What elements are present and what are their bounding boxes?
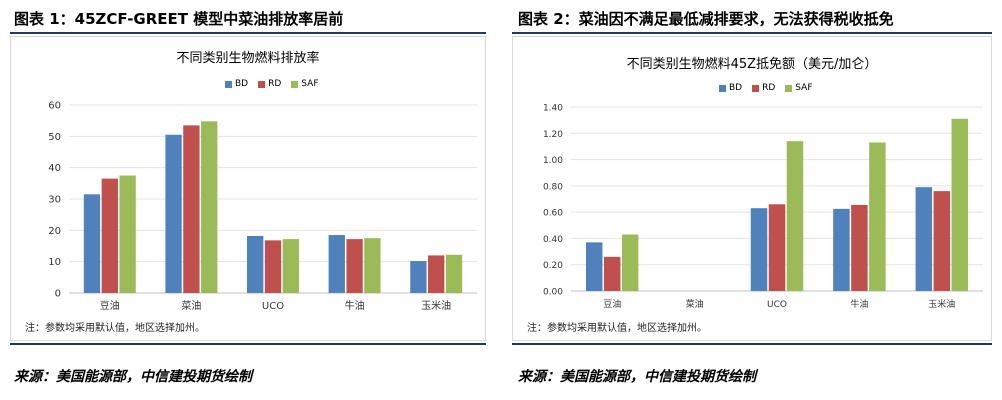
y-tick-label: 0	[55, 289, 61, 300]
y-tick-label: 0.40	[543, 235, 563, 245]
legend-item-rd: RD	[258, 79, 281, 89]
figure-2-source: 来源：美国能源部，中信建投期货绘制	[518, 369, 756, 385]
bar-saf	[364, 238, 381, 293]
x-tick-label: 牛油	[345, 299, 365, 312]
legend-swatch-bd	[225, 80, 232, 88]
chart-2-plot: 0.00 0.20 0.40 0.60 0.80 1.00 1.20 1.40 豆油 菜油 UCO 牛…	[543, 104, 983, 310]
y-tick-label: 1.20	[543, 130, 563, 140]
y-tick-label: 60	[48, 101, 61, 112]
bar-bd	[247, 235, 264, 293]
bar-rd	[183, 125, 200, 293]
legend-label-saf: SAF	[301, 79, 319, 89]
y-tick-label: 1.00	[543, 156, 563, 166]
figure-1-top-rule	[10, 32, 486, 34]
chart-panel-2: 不同类别生物燃料45Z抵免额（美元/加仑） BD RD SAF 0.00 0.20…	[512, 36, 992, 341]
bar-rd	[768, 204, 786, 291]
bar-saf	[201, 121, 218, 293]
chart-1-title: 不同类别生物燃料排放率	[176, 51, 320, 66]
x-tick-label: UCO	[767, 300, 787, 310]
chart-2-title: 不同类别生物燃料45Z抵免额（美元/加仑）	[626, 57, 878, 72]
x-tick-label: 牛油	[850, 298, 868, 310]
legend-swatch-rd	[752, 84, 760, 92]
figure-2-bottom-rule	[512, 343, 992, 345]
legend-label-rd: RD	[268, 79, 282, 89]
bar-bd	[410, 261, 427, 293]
bar-saf	[119, 175, 136, 293]
bar-saf	[951, 118, 969, 291]
figure-2-title: 图表 2：菜油因不满足最低减排要求，无法获得税收抵免	[518, 10, 894, 28]
legend-swatch-rd	[258, 80, 266, 88]
figure-1-bottom-rule	[10, 343, 486, 345]
y-tick-label: 20	[48, 226, 61, 237]
bar-bd	[750, 208, 768, 291]
legend-item-saf: SAF	[785, 83, 813, 93]
legend-item-saf: SAF	[291, 79, 319, 89]
legend-item-rd: RD	[752, 83, 775, 93]
y-tick-label: 40	[48, 163, 61, 174]
x-tick-label: 菜油	[181, 299, 201, 312]
bar-bd	[833, 208, 850, 291]
chart-1-plot: 0 10 20 30 40 50 60 豆油 菜油 UCO 牛油 玉米油	[48, 101, 477, 312]
x-tick-label: 豆油	[100, 299, 120, 312]
chart-1-note: 注：参数均采用默认值，地区选择加州。	[25, 323, 205, 334]
y-tick-label: 1.40	[543, 104, 563, 114]
legend-swatch-saf	[785, 84, 793, 92]
chart-panel-1: 不同类别生物燃料排放率 BD RD SAF 0 10 20 30 40 50 60 豆油 菜油 U…	[10, 36, 486, 341]
y-tick-label: 30	[48, 195, 61, 206]
bar-rd	[851, 204, 868, 291]
bar-rd	[264, 240, 282, 293]
bar-rd	[603, 256, 621, 291]
legend-swatch-bd	[719, 84, 726, 92]
y-tick-label: 10	[48, 257, 61, 268]
chart-2-note: 注：参数均采用默认值，地区选择加州。	[527, 323, 707, 334]
legend-label-saf: SAF	[795, 83, 813, 93]
bar-bd	[328, 235, 345, 293]
chart-2-legend: BD RD SAF	[719, 83, 813, 93]
bar-saf	[445, 254, 463, 293]
bar-saf	[786, 141, 804, 291]
y-tick-label: 0.80	[543, 182, 563, 192]
x-tick-label: 豆油	[603, 298, 621, 310]
bar-bd	[83, 194, 101, 293]
x-tick-label: UCO	[262, 301, 284, 312]
chart-1-legend: BD RD SAF	[225, 79, 319, 89]
y-tick-label: 0.20	[543, 261, 563, 271]
figure-2-top-rule	[512, 32, 992, 34]
legend-item-bd: BD	[225, 79, 248, 89]
y-tick-label: 50	[48, 132, 61, 143]
legend-label-bd: BD	[235, 79, 249, 89]
bar-rd	[346, 239, 363, 293]
figure-1-source: 来源：美国能源部，中信建投期货绘制	[14, 369, 252, 385]
bar-rd	[101, 178, 118, 293]
y-tick-label: 0.00	[543, 288, 563, 298]
bar-rd	[933, 191, 951, 291]
legend-label-rd: RD	[762, 83, 776, 93]
y-tick-label: 0.60	[543, 209, 563, 219]
bar-saf	[621, 234, 639, 291]
x-tick-label: 玉米油	[928, 298, 955, 310]
legend-item-bd: BD	[719, 83, 742, 93]
x-tick-label: 菜油	[686, 298, 704, 310]
x-tick-label: 玉米油	[421, 299, 451, 312]
bar-saf	[869, 142, 886, 291]
legend-swatch-saf	[291, 80, 299, 88]
bar-bd	[165, 134, 182, 293]
bar-rd	[428, 255, 445, 293]
bar-saf	[282, 239, 299, 293]
bar-bd	[915, 187, 933, 291]
bar-bd	[585, 242, 603, 291]
legend-label-bd: BD	[729, 83, 743, 93]
figure-1-title: 图表 1：45ZCF-GREET 模型中菜油排放率居前	[14, 10, 344, 28]
